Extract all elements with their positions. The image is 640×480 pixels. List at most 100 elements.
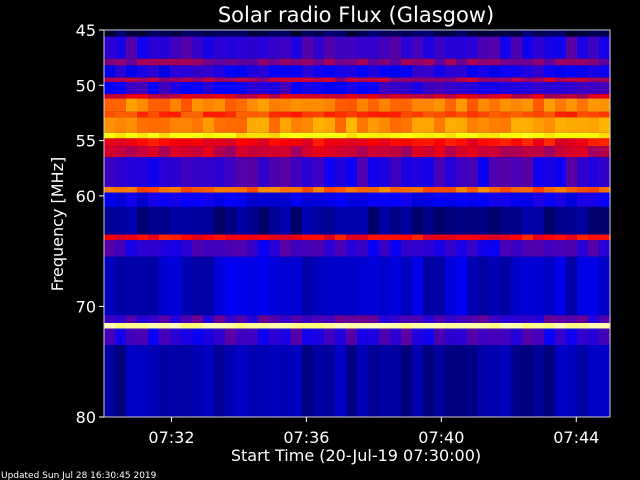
heatmap-cell	[148, 146, 160, 158]
heatmap-cell	[445, 138, 457, 147]
heatmap-cell	[401, 65, 413, 78]
heatmap-cell	[434, 187, 446, 193]
heatmap-cell	[379, 58, 391, 66]
heatmap-cell	[577, 98, 589, 112]
heatmap-cell	[104, 157, 116, 188]
heatmap-cell	[258, 111, 270, 118]
heatmap-cell	[302, 192, 314, 207]
heatmap-cell	[137, 132, 149, 139]
heatmap-cell	[357, 187, 369, 193]
heatmap-cell	[599, 240, 611, 257]
heatmap-cell	[269, 146, 281, 158]
heatmap-cell	[247, 206, 259, 235]
heatmap-cell	[313, 111, 325, 118]
heatmap-cell	[269, 77, 281, 82]
heatmap-cell	[500, 65, 512, 78]
heatmap-cell	[401, 187, 413, 193]
heatmap-cell	[588, 30, 600, 37]
heatmap-cell	[511, 323, 523, 329]
heatmap-cell	[258, 77, 270, 82]
heatmap-cell	[533, 30, 545, 37]
heatmap-cell	[148, 315, 160, 324]
heatmap-cell	[599, 345, 611, 417]
heatmap-cell	[236, 157, 248, 188]
heatmap-cell	[357, 77, 369, 82]
heatmap-cell	[269, 234, 281, 241]
heatmap-cell	[192, 138, 204, 147]
heatmap-cell	[324, 187, 336, 193]
heatmap-cell	[280, 157, 292, 188]
heatmap-cell	[214, 77, 226, 82]
heatmap-cell	[247, 234, 259, 241]
heatmap-cell	[137, 328, 149, 346]
heatmap-cell	[346, 157, 358, 188]
heatmap-cell	[412, 117, 424, 133]
heatmap-cell	[335, 187, 347, 193]
heatmap-cell	[566, 94, 578, 99]
heatmap-cell	[104, 117, 116, 133]
heatmap-cell	[555, 256, 567, 316]
heatmap-cell	[390, 187, 402, 193]
heatmap-cell	[368, 77, 380, 82]
heatmap-cell	[379, 77, 391, 82]
heatmap-cell	[390, 36, 402, 59]
heatmap-cell	[126, 256, 138, 316]
heatmap-cell	[258, 328, 270, 346]
heatmap-cell	[500, 77, 512, 82]
heatmap-cell	[346, 111, 358, 118]
heatmap-cell	[324, 206, 336, 235]
heatmap-cell	[390, 65, 402, 78]
heatmap-cell	[544, 77, 556, 82]
heatmap-cell	[214, 98, 226, 112]
heatmap-cell	[269, 98, 281, 112]
heatmap-cell	[566, 111, 578, 118]
heatmap-cell	[137, 157, 149, 188]
y-tick-label: 45	[76, 21, 96, 40]
heatmap-cell	[236, 36, 248, 59]
heatmap-cell	[445, 206, 457, 235]
chart-title: Solar radio Flux (Glasgow)	[218, 3, 494, 27]
heatmap-cell	[159, 192, 171, 207]
heatmap-cell	[467, 323, 479, 329]
heatmap-cell	[566, 81, 578, 95]
heatmap-cell	[302, 345, 314, 417]
heatmap-cell	[236, 192, 248, 207]
heatmap-cell	[500, 206, 512, 235]
heatmap-cell	[269, 36, 281, 59]
heatmap-cell	[159, 58, 171, 66]
heatmap-cell	[115, 117, 127, 133]
heatmap-cell	[544, 240, 556, 257]
heatmap-cell	[313, 132, 325, 139]
heatmap-cell	[467, 256, 479, 316]
heatmap-cell	[390, 256, 402, 316]
heatmap-cell	[126, 187, 138, 193]
heatmap-cell	[148, 240, 160, 257]
heatmap-cell	[192, 157, 204, 188]
heatmap-cell	[181, 323, 193, 329]
heatmap-cell	[500, 111, 512, 118]
heatmap-cell	[489, 240, 501, 257]
heatmap-cell	[115, 94, 127, 99]
heatmap-cell	[379, 240, 391, 257]
heatmap-cell	[170, 234, 182, 241]
heatmap-cell	[478, 206, 490, 235]
heatmap-cell	[302, 94, 314, 99]
heatmap-cell	[401, 315, 413, 324]
heatmap-cell	[445, 323, 457, 329]
heatmap-cell	[357, 256, 369, 316]
heatmap-cell	[434, 146, 446, 158]
heatmap-cell	[412, 240, 424, 257]
heatmap-cell	[423, 138, 435, 147]
heatmap-cell	[555, 328, 567, 346]
heatmap-cell	[489, 192, 501, 207]
heatmap-cell	[511, 81, 523, 95]
heatmap-cell	[368, 81, 380, 95]
heatmap-cell	[170, 192, 182, 207]
heatmap-cell	[335, 36, 347, 59]
heatmap-cell	[291, 206, 303, 235]
heatmap-cell	[137, 65, 149, 78]
heatmap-cell	[412, 65, 424, 78]
heatmap-cell	[577, 323, 589, 329]
heatmap-cell	[192, 30, 204, 37]
heatmap-cell	[368, 111, 380, 118]
